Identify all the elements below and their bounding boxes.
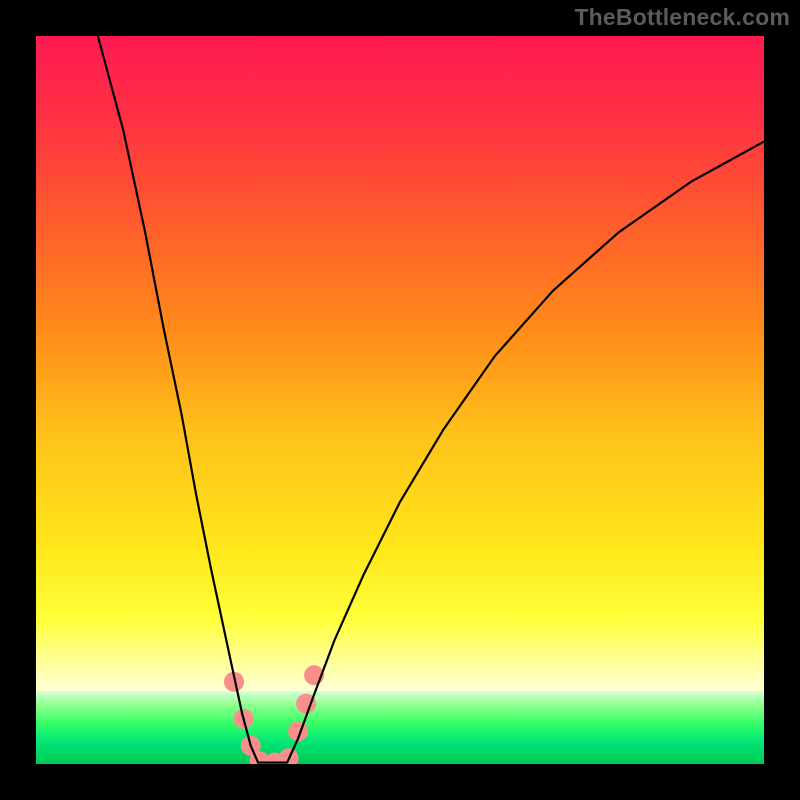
curve-overlay xyxy=(36,36,764,764)
plot-area xyxy=(36,36,764,764)
curve-left xyxy=(98,36,258,763)
curve-right xyxy=(287,142,764,763)
watermark-text: TheBottleneck.com xyxy=(574,4,790,31)
markers-group xyxy=(224,665,324,764)
chart-canvas: TheBottleneck.com xyxy=(0,0,800,800)
